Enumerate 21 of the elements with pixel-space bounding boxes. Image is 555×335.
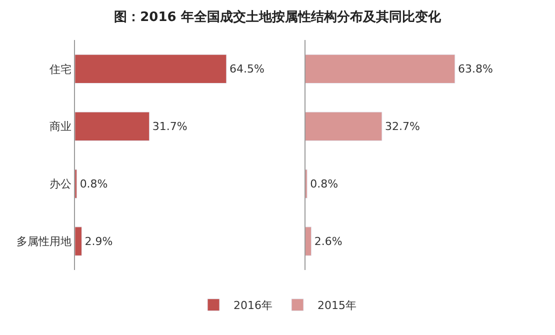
data-label: 32.7%: [384, 120, 420, 133]
data-label: 63.8%: [458, 62, 493, 76]
y-tick-label: 多属性用地: [16, 235, 72, 248]
bar: [74, 54, 227, 84]
data-label: 2.6%: [314, 234, 342, 248]
bar: [74, 226, 82, 256]
data-label: 64.5%: [229, 62, 264, 76]
y-tick-label: 商业: [50, 120, 72, 134]
data-label: 31.7%: [152, 120, 188, 133]
data-label: 0.8%: [80, 177, 108, 190]
legend-label: 2016年: [234, 299, 272, 312]
legend-label: 2015年: [318, 299, 356, 312]
y-tick-label: 办公: [50, 178, 72, 191]
data-label: 2.9%: [84, 234, 113, 248]
bar: [305, 54, 456, 84]
bar: [305, 226, 312, 256]
y-tick-label: 住宅: [50, 62, 72, 76]
bar: [74, 112, 150, 141]
text: 图：2016 年全国成交土地按属性结构分布及其同比变化: [114, 8, 442, 25]
bar: [305, 112, 382, 141]
data-label: 0.8%: [310, 177, 338, 190]
